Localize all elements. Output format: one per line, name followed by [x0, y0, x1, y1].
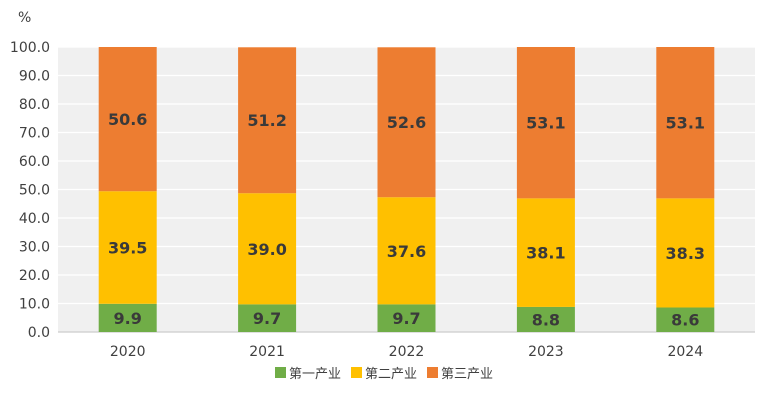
y-tick-label: 80.0 [19, 97, 50, 113]
bar-segment [656, 198, 715, 308]
y-tick-label: 30.0 [19, 240, 50, 256]
y-tick-label: 100.0 [10, 40, 50, 56]
y-tick-label: 0.0 [28, 325, 50, 341]
data-label: 8.8 [532, 310, 560, 329]
x-tick-label: 2021 [249, 344, 285, 360]
data-label: 38.1 [526, 244, 565, 263]
data-label: 52.6 [387, 113, 426, 132]
y-tick-label: 40.0 [19, 211, 50, 227]
legend-swatch [275, 367, 286, 378]
y-tick-label: 70.0 [19, 126, 50, 142]
data-label: 39.0 [247, 240, 286, 259]
legend-label: 第一产业 [289, 367, 341, 382]
bar-segment [238, 304, 297, 332]
data-label: 38.3 [666, 244, 705, 263]
data-label: 53.1 [526, 114, 565, 133]
legend-swatch [351, 367, 362, 378]
bar-segment [98, 303, 157, 332]
bar-segment [516, 306, 575, 332]
x-tick-label: 2024 [667, 344, 703, 360]
x-tick-label: 2022 [389, 344, 425, 360]
data-label: 8.6 [671, 311, 699, 330]
data-label: 53.1 [666, 114, 705, 133]
data-label: 51.2 [247, 111, 286, 130]
bar-segment [377, 304, 436, 332]
y-tick-label: 60.0 [19, 154, 50, 170]
x-tick-label: 2020 [110, 344, 146, 360]
y-tick-label: 50.0 [19, 183, 50, 199]
data-label: 39.5 [108, 238, 147, 257]
y-tick-label: 10.0 [19, 297, 50, 313]
data-label: 9.7 [392, 309, 420, 328]
data-label: 9.7 [253, 309, 281, 328]
bar-segment [516, 198, 575, 307]
y-tick-label: 20.0 [19, 268, 50, 284]
x-tick-label: 2023 [528, 344, 564, 360]
legend-swatch [427, 367, 438, 378]
bar-segment [516, 47, 575, 199]
data-label: 37.6 [387, 242, 426, 261]
data-label: 9.9 [114, 309, 142, 328]
bar-segment [377, 197, 436, 305]
bar-segment [98, 191, 157, 304]
bar-segment [238, 47, 297, 194]
bar-segment [377, 47, 436, 198]
bar-segment [656, 307, 715, 332]
data-label: 50.6 [108, 110, 147, 129]
y-axis-unit-label: % [18, 10, 31, 26]
bar-segment [238, 193, 297, 305]
bar-segment [656, 47, 715, 199]
y-tick-label: 90.0 [19, 69, 50, 85]
legend-label: 第二产业 [365, 367, 417, 382]
bar-segment [98, 47, 157, 192]
legend-label: 第三产业 [441, 367, 493, 382]
